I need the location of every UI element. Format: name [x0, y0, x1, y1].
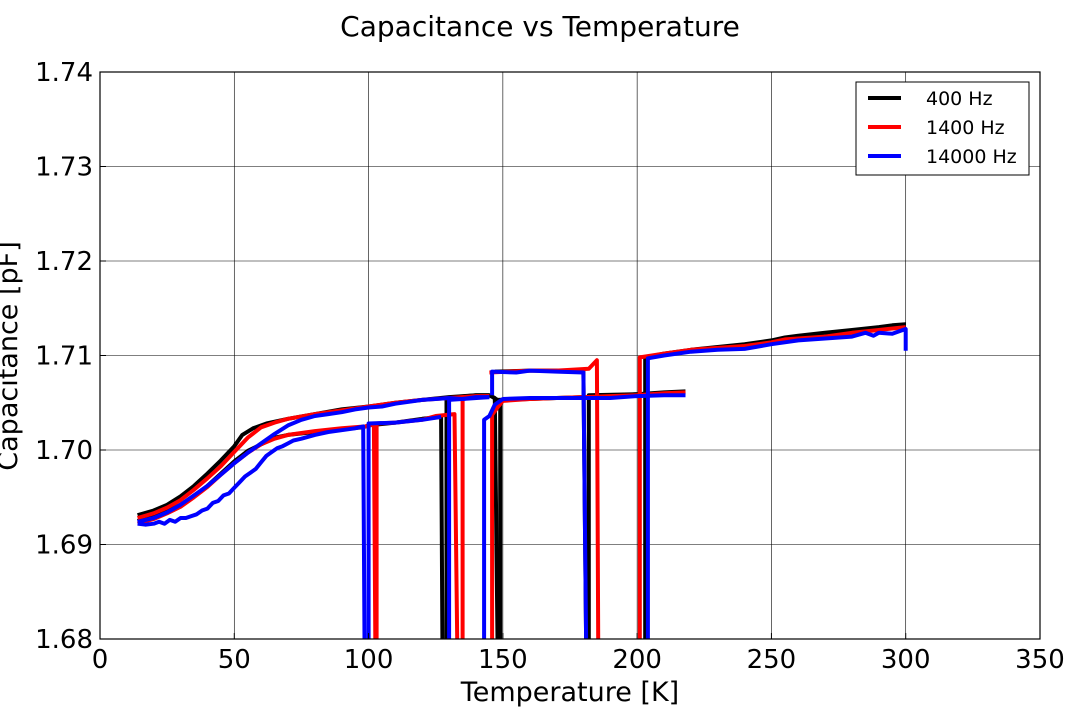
series-line	[488, 393, 500, 640]
series-14000-hz	[137, 327, 908, 640]
y-axis-label: Capacitance [pF]	[0, 241, 24, 470]
x-tick-label: 100	[344, 645, 394, 675]
series-line	[447, 395, 490, 639]
series-line	[645, 327, 908, 639]
ticks: 0 50 100 150 200 250 300 350 1.68 1.69 1.70 1.71 1.7…	[35, 58, 1065, 675]
series-line	[137, 424, 367, 640]
x-tick-label: 150	[478, 645, 528, 675]
series-line	[482, 393, 686, 639]
y-tick-label: 1.70	[35, 436, 93, 466]
series-line	[137, 395, 490, 524]
legend-label: 1400 Hz	[926, 117, 1005, 139]
y-tick-label: 1.71	[35, 342, 93, 372]
y-tick-label: 1.68	[35, 625, 93, 655]
series-line	[490, 368, 589, 640]
x-tick-label: 350	[1015, 645, 1065, 675]
x-tick-label: 50	[218, 645, 251, 675]
y-tick-label: 1.73	[35, 153, 93, 183]
legend-label: 14000 Hz	[926, 146, 1017, 168]
chart-title: Capacitance vs Temperature	[340, 10, 740, 43]
x-axis-label: Temperature [K]	[460, 677, 679, 708]
x-tick-label: 300	[881, 645, 931, 675]
x-tick-label: 250	[747, 645, 797, 675]
y-tick-label: 1.74	[35, 58, 93, 88]
y-tick-label: 1.72	[35, 247, 93, 277]
x-tick-label: 0	[92, 645, 109, 675]
x-tick-label: 200	[612, 645, 662, 675]
legend: 400 Hz 1400 Hz 14000 Hz	[855, 81, 1030, 176]
legend-label: 400 Hz	[926, 88, 993, 110]
y-tick-label: 1.69	[35, 531, 93, 561]
series-line	[366, 414, 442, 639]
series-layer	[137, 322, 908, 640]
